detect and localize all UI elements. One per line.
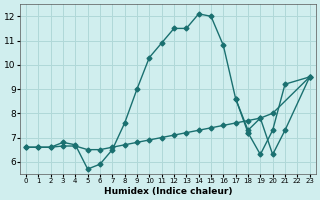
X-axis label: Humidex (Indice chaleur): Humidex (Indice chaleur) [104, 187, 232, 196]
